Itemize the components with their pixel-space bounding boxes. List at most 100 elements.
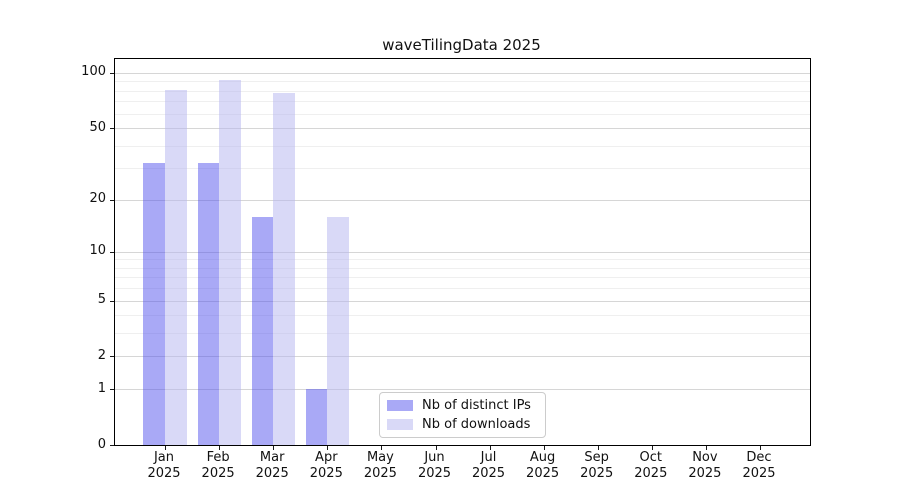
x-tick-month: Jul: [480, 450, 497, 465]
gridline-minor-30: [115, 168, 810, 170]
bar-distinct-ips-jan: [143, 163, 165, 445]
gridline-major-2: [115, 356, 810, 358]
x-tick-mark-oct: [651, 446, 653, 450]
y-tick-label-5: 5: [97, 292, 106, 307]
x-tick-label-nov: Nov 2025: [677, 450, 733, 482]
bar-distinct-ips-apr: [305, 389, 328, 445]
x-tick-label-dec: Dec 2025: [731, 450, 787, 482]
x-tick-label-sep: Sep 2025: [569, 450, 625, 482]
x-tick-month: Feb: [206, 450, 230, 465]
x-tick-mark-aug: [543, 446, 545, 450]
x-tick-year: 2025: [688, 466, 722, 481]
x-tick-year: 2025: [147, 466, 181, 481]
x-tick-year: 2025: [471, 466, 506, 481]
y-tick-label-10: 10: [89, 243, 106, 259]
x-tick-mark-apr: [327, 446, 329, 450]
gridline-minor-7: [115, 277, 810, 279]
bar-distinct-ips-mar: [251, 216, 274, 445]
x-tick-month: Dec: [746, 450, 772, 465]
y-tick-label-100: 100: [81, 64, 106, 80]
chart-title: waveTilingData 2025: [382, 36, 541, 54]
gridline-minor-3: [115, 333, 810, 335]
bar-downloads-mar: [273, 92, 295, 445]
x-tick-month: Apr: [315, 450, 338, 465]
x-tick-label-jan: Jan 2025: [136, 450, 192, 482]
x-tick-mark-sep: [597, 446, 599, 450]
legend-swatch-downloads: [387, 419, 413, 430]
x-tick-month: Nov: [692, 450, 718, 465]
bar-downloads-feb: [219, 79, 241, 445]
gridline-minor-8: [115, 267, 810, 269]
x-tick-month: Oct: [639, 450, 663, 465]
y-tick-label-0: 0: [97, 436, 106, 452]
x-tick-mark-may: [381, 446, 383, 450]
bar-distinct-ips-feb: [197, 163, 220, 445]
x-tick-year: 2025: [255, 466, 289, 481]
y-tick-mark-50: [110, 128, 114, 129]
x-tick-label-feb: Feb 2025: [190, 450, 246, 482]
gridline-major-1: [115, 389, 810, 391]
x-tick-mark-jun: [435, 446, 437, 450]
y-tick-mark-0: [110, 445, 114, 446]
gridline-minor-4: [115, 315, 810, 317]
x-tick-year: 2025: [526, 466, 560, 481]
gridline-major-20: [115, 199, 810, 201]
x-tick-year: 2025: [309, 466, 343, 481]
x-tick-month: Mar: [259, 450, 285, 465]
y-tick-label-20: 20: [89, 191, 106, 206]
x-tick-year: 2025: [417, 466, 452, 481]
legend-label-downloads: Nb of downloads: [422, 416, 531, 432]
legend-row-distinct-ips: Nb of distinct IPs: [387, 397, 537, 413]
x-tick-mark-feb: [219, 446, 221, 450]
gridline-major-100: [115, 72, 810, 74]
y-tick-mark-20: [110, 199, 114, 201]
y-tick-label-50: 50: [89, 119, 106, 135]
x-tick-month: Aug: [529, 450, 556, 465]
plot-area: Nb of distinct IPs Nb of downloads: [110, 58, 811, 450]
x-tick-year: 2025: [201, 466, 235, 481]
x-tick-label-jun: Jun 2025: [407, 450, 463, 482]
gridline-minor-60: [115, 113, 810, 115]
y-tick-mark-10: [110, 251, 114, 253]
gridline-minor-70: [115, 101, 810, 103]
y-tick-label-1: 1: [97, 380, 106, 396]
x-tick-year: 2025: [580, 466, 614, 481]
y-tick-mark-5: [110, 300, 114, 302]
x-tick-label-jul: Jul 2025: [461, 450, 517, 482]
x-tick-month: Jun: [424, 450, 445, 465]
x-tick-month: Jan: [153, 450, 175, 465]
x-tick-label-mar: Mar 2025: [244, 450, 300, 482]
legend-row-downloads: Nb of downloads: [387, 416, 537, 432]
x-tick-month: Sep: [584, 450, 609, 465]
x-tick-month: May: [366, 450, 394, 465]
x-tick-mark-jan: [165, 446, 166, 450]
x-tick-year: 2025: [363, 466, 397, 481]
gridline-major-50: [115, 128, 810, 129]
y-tick-mark-100: [110, 72, 114, 74]
y-tick-mark-2: [110, 356, 114, 358]
gridline-major-10: [115, 251, 810, 253]
gridline-major-5: [115, 300, 810, 302]
x-tick-mark-dec: [760, 446, 761, 450]
x-tick-year: 2025: [742, 466, 776, 481]
x-tick-mark-mar: [273, 446, 275, 450]
gridline-minor-80: [115, 90, 810, 92]
x-tick-year: 2025: [634, 466, 668, 481]
legend: Nb of distinct IPs Nb of downloads: [379, 392, 546, 438]
x-tick-mark-nov: [705, 446, 707, 450]
gridline-minor-9: [115, 259, 810, 261]
x-tick-label-may: May 2025: [352, 450, 408, 482]
x-tick-label-apr: Apr 2025: [298, 450, 354, 482]
x-tick-label-aug: Aug 2025: [515, 450, 571, 482]
y-tick-label-2: 2: [97, 347, 106, 363]
legend-label-distinct-ips: Nb of distinct IPs: [422, 397, 531, 413]
bar-downloads-apr: [327, 216, 349, 445]
gridline-minor-40: [115, 145, 810, 147]
gridline-minor-90: [115, 81, 810, 83]
x-tick-mark-jul: [489, 446, 491, 450]
legend-swatch-distinct-ips: [387, 400, 413, 411]
y-tick-mark-1: [110, 389, 114, 391]
gridline-minor-6: [115, 288, 810, 290]
x-tick-label-oct: Oct 2025: [623, 450, 679, 482]
